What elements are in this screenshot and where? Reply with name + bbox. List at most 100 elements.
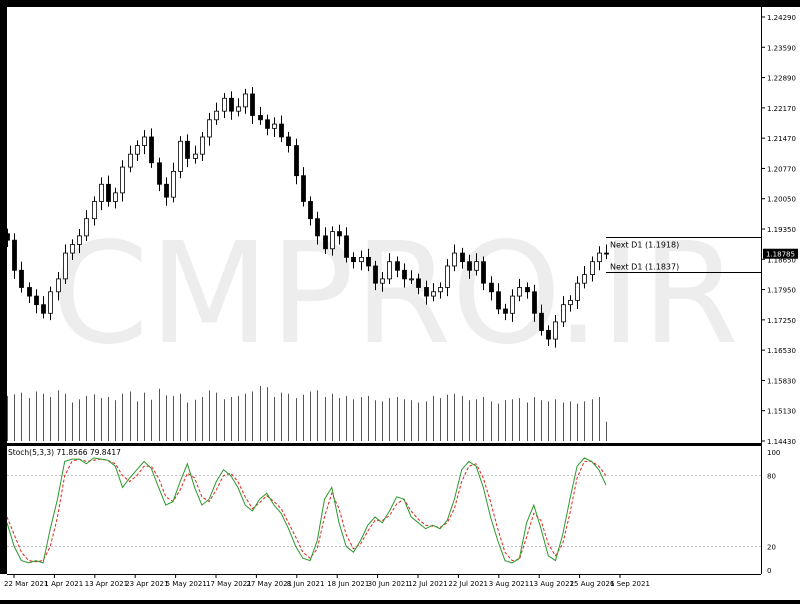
- candle: [135, 140, 140, 162]
- candle: [236, 98, 241, 117]
- candle: [279, 115, 284, 143]
- date-tick: 1 Apr 2021: [44, 580, 83, 588]
- candle: [12, 233, 17, 279]
- candle: [416, 273, 421, 295]
- candle: [351, 252, 356, 269]
- candle: [41, 296, 46, 319]
- stochastic-label: Stoch(5,3,3) 71.8566 79.8417: [8, 448, 121, 457]
- candle: [323, 227, 328, 254]
- candle: [258, 106, 263, 125]
- price-tick: 1.16530: [767, 347, 796, 355]
- date-tick: 22 Jul 2021: [448, 580, 488, 588]
- candle: [359, 250, 364, 271]
- candle: [92, 196, 97, 226]
- watermark: CMPRO.IR: [51, 213, 739, 376]
- stoch-tick: 80: [767, 473, 776, 481]
- candle: [366, 248, 371, 272]
- price-axis-panel: [761, 7, 800, 574]
- candle: [113, 187, 118, 209]
- candle: [452, 244, 457, 272]
- candle: [568, 295, 573, 312]
- price-axis: 1.24290 1.23590 1.22890 1.22170 1.21470 1.207…: [761, 7, 798, 575]
- candle: [424, 280, 429, 305]
- candle: [510, 289, 515, 322]
- candle: [380, 272, 385, 292]
- stoch-tick: 100: [767, 449, 780, 457]
- level-label: Next D1 (1.1837): [610, 263, 679, 272]
- candle: [63, 244, 68, 285]
- date-tick: 6 Sep 2021: [610, 580, 650, 588]
- price-tick: 1.19350: [767, 226, 796, 234]
- candle: [214, 102, 219, 125]
- candle: [431, 283, 436, 302]
- candle: [344, 227, 349, 263]
- main-panel[interactable]: [7, 7, 761, 443]
- candle: [19, 261, 24, 293]
- candle: [142, 130, 147, 155]
- volume-bars: [7, 386, 607, 441]
- date-tick: 5 May 2021: [166, 580, 207, 588]
- candle: [315, 211, 320, 245]
- candle: [337, 224, 342, 245]
- candlesticks: [5, 87, 609, 348]
- date-tick: 22 Mar 2021: [4, 580, 48, 588]
- candle: [474, 253, 479, 276]
- price-tick: 1.22890: [767, 75, 796, 83]
- candle: [467, 254, 472, 279]
- price-tick: 1.17250: [767, 317, 796, 325]
- candle: [164, 177, 169, 206]
- candle: [70, 239, 75, 260]
- price-tick: 1.23590: [767, 44, 796, 52]
- candle: [387, 253, 392, 285]
- candle: [99, 177, 104, 211]
- candle: [597, 246, 602, 271]
- price-tick: 1.21470: [767, 135, 796, 143]
- candle: [243, 88, 248, 114]
- candle: [5, 228, 10, 248]
- candle: [34, 289, 39, 314]
- candle: [460, 247, 465, 269]
- candle: [481, 256, 486, 291]
- candle: [250, 87, 255, 125]
- candle: [193, 145, 198, 164]
- candle: [171, 162, 176, 203]
- stochastic-panel[interactable]: [7, 446, 761, 574]
- date-tick: 23 Apr 2021: [125, 580, 168, 588]
- candle: [106, 175, 111, 207]
- candle: [128, 145, 133, 173]
- date-tick: 8 Jun 2021: [287, 580, 325, 588]
- date-tick: 27 May 2021: [246, 580, 292, 588]
- candle: [272, 117, 277, 137]
- candle: [149, 128, 154, 168]
- candle: [517, 278, 522, 302]
- candle: [546, 325, 551, 346]
- stoch-main-line: [6, 457, 607, 564]
- candle: [496, 283, 501, 315]
- candle: [604, 244, 609, 260]
- candle: [561, 296, 566, 328]
- candle: [27, 282, 32, 303]
- candle: [308, 196, 313, 226]
- price-tick: 1.17950: [767, 287, 796, 295]
- candle: [395, 256, 400, 278]
- date-tick: 3 Aug 2021: [489, 580, 529, 588]
- candle: [120, 160, 125, 202]
- level-label: Next D1 (1.1918): [610, 241, 679, 250]
- candle: [157, 157, 162, 192]
- candle: [373, 260, 378, 291]
- candle: [489, 276, 494, 301]
- candle: [200, 131, 205, 162]
- date-tick: 30 Jun 2021: [368, 580, 410, 588]
- price-tick: 1.24290: [767, 14, 796, 22]
- stoch-signal-line: [6, 458, 607, 563]
- price-levels: Next D1 (1.1918) Next D1 (1.1837): [606, 237, 761, 273]
- candle: [582, 265, 587, 289]
- candle: [207, 112, 212, 146]
- candle: [301, 167, 306, 207]
- candle: [48, 286, 53, 321]
- candle: [229, 91, 234, 120]
- date-tick: 18 Jun 2021: [327, 580, 369, 588]
- date-tick: 13 Apr 2021: [85, 580, 128, 588]
